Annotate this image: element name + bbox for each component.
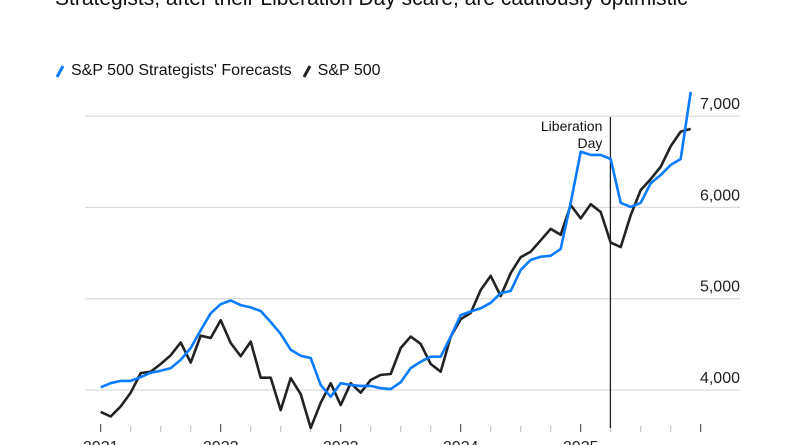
annotation-label-line2: Day: [577, 135, 602, 151]
y-tick-label: 6,000: [700, 187, 740, 204]
series-line-forecasts: [100, 91, 692, 399]
liberation-day-annotation: Liberation Day: [541, 117, 612, 428]
legend: S&P 500 Strategists' Forecasts S&P 500: [55, 62, 381, 80]
y-tick-label: 4,000: [700, 370, 740, 387]
chart-title: Strategists, after their Liberation Day …: [55, 0, 695, 13]
legend-label-forecasts: S&P 500 Strategists' Forecasts: [71, 62, 292, 79]
x-tick-label: 2025: [563, 439, 599, 445]
series-line-sp500: [100, 127, 692, 430]
y-tick-label: 7,000: [700, 96, 740, 113]
x-tick-label: 2021: [83, 439, 119, 445]
x-tick-label: 2022: [203, 439, 239, 445]
legend-item-forecasts: S&P 500 Strategists' Forecasts: [55, 62, 292, 80]
legend-item-sp500: S&P 500: [302, 62, 381, 80]
legend-label-sp500: S&P 500: [317, 62, 381, 79]
x-tick-label: 2023: [323, 439, 359, 445]
legend-swatch-sp500: [302, 65, 311, 78]
x-axis: 2021 2022 2023 2024 2025: [83, 424, 702, 445]
series-lines: [100, 91, 692, 430]
x-tick-label: 2024: [443, 439, 479, 445]
y-axis-labels: 4,000 5,000 6,000 7,000: [700, 96, 740, 387]
legend-swatch-forecasts: [55, 65, 65, 78]
annotation-label-line1: Liberation: [541, 118, 603, 134]
y-tick-label: 5,000: [700, 279, 740, 296]
